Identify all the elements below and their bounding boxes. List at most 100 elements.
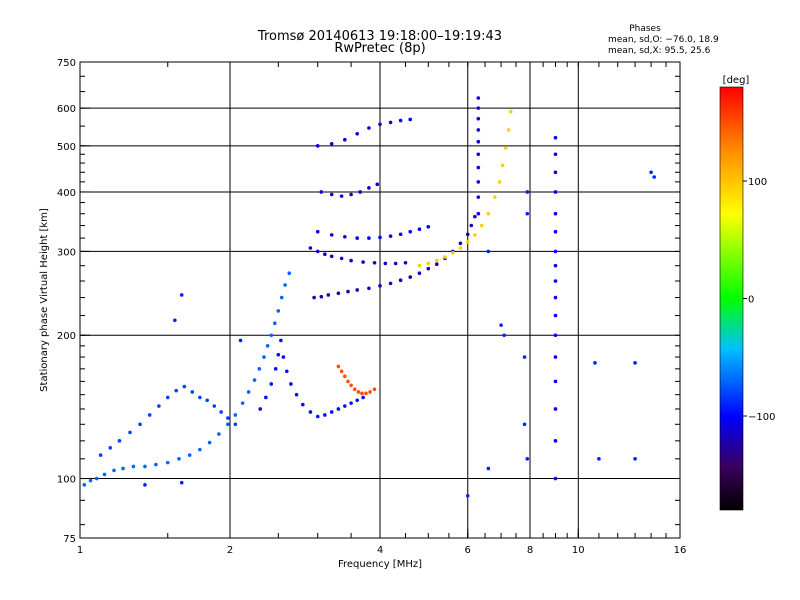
chart-subtitle: RwPretec (8p) xyxy=(334,41,425,56)
point-s11-2 xyxy=(553,407,558,411)
point-s5-6 xyxy=(361,260,365,264)
point-s1-11 xyxy=(198,395,202,400)
y-tick-label: 100 xyxy=(57,475,76,486)
point-s0-20 xyxy=(257,367,262,371)
point-s7-4 xyxy=(451,251,455,255)
point-s0-27 xyxy=(283,283,287,287)
point-s0-25 xyxy=(276,309,281,313)
point-s7-1 xyxy=(426,261,431,266)
x-tick-label: 8 xyxy=(527,545,533,556)
point-s12-0 xyxy=(173,318,177,323)
colorbar-tick-label: −100 xyxy=(748,412,775,423)
point-s1-16 xyxy=(233,422,238,427)
point-s12-3 xyxy=(143,483,147,487)
point-s12-10 xyxy=(486,249,491,254)
point-s12-19 xyxy=(597,457,601,461)
point-s2-14 xyxy=(329,410,334,414)
point-s6-3 xyxy=(355,236,359,240)
y-tick-label: 750 xyxy=(57,58,76,69)
point-s7-2 xyxy=(434,258,439,263)
point-s0-8 xyxy=(154,462,158,467)
point-s0-3 xyxy=(102,472,107,477)
point-s9-3 xyxy=(349,192,353,197)
point-s1-15 xyxy=(226,416,230,420)
point-s11-13 xyxy=(553,190,558,194)
point-s9-2 xyxy=(339,194,344,198)
point-s8-7 xyxy=(398,118,403,123)
point-s3-0 xyxy=(336,364,341,369)
point-s1-8 xyxy=(174,388,179,393)
point-s5-9 xyxy=(393,261,398,266)
point-s2-7 xyxy=(284,369,289,374)
point-s6-7 xyxy=(398,232,403,237)
point-s7-0 xyxy=(417,263,422,268)
point-s1-5 xyxy=(147,413,152,417)
point-s0-28 xyxy=(287,271,292,276)
point-s7-8 xyxy=(479,223,484,228)
point-s4-1 xyxy=(319,294,324,299)
point-s7-10 xyxy=(493,195,497,199)
point-s0-1 xyxy=(88,478,93,483)
point-s8-4 xyxy=(367,126,371,130)
point-s10-8 xyxy=(476,106,481,110)
point-s0-16 xyxy=(233,413,238,417)
point-s10-0 xyxy=(476,211,481,216)
point-s0-13 xyxy=(207,440,212,445)
point-s10-2 xyxy=(476,180,481,184)
point-s0-18 xyxy=(246,390,251,394)
point-s1-3 xyxy=(128,430,132,435)
y-tick-label: 600 xyxy=(57,104,76,115)
point-s6-8 xyxy=(408,229,413,234)
point-s11-15 xyxy=(553,152,558,157)
point-s0-17 xyxy=(240,401,245,405)
point-s12-12 xyxy=(465,493,470,498)
point-s3-3 xyxy=(346,379,350,384)
point-s5-7 xyxy=(372,260,377,265)
point-s11-3 xyxy=(553,379,558,384)
point-s5-10 xyxy=(403,260,408,265)
point-s11-5 xyxy=(553,333,558,338)
point-s0-0 xyxy=(82,483,87,487)
point-s2-17 xyxy=(349,401,353,405)
point-s6-0 xyxy=(315,229,320,234)
point-s2-16 xyxy=(343,404,347,408)
point-s5-8 xyxy=(383,261,388,266)
point-s0-11 xyxy=(187,453,192,457)
x-tick-label: 1 xyxy=(77,545,83,556)
point-s5-4 xyxy=(339,256,344,261)
point-s2-18 xyxy=(355,398,359,403)
point-s2-19 xyxy=(361,395,365,400)
point-s0-7 xyxy=(143,464,147,469)
point-s6-4 xyxy=(367,236,371,240)
point-s12-16 xyxy=(633,457,637,461)
point-s7-3 xyxy=(443,255,447,259)
y-axis-ticks: 75 100 200 300 400 500 600 750 xyxy=(57,58,680,545)
point-s4-7 xyxy=(378,284,382,288)
point-s4-11 xyxy=(417,271,422,276)
point-s0-12 xyxy=(198,447,202,452)
point-s4-19 xyxy=(473,214,477,219)
point-s2-3 xyxy=(273,367,278,371)
point-s0-21 xyxy=(262,355,266,359)
point-s1-14 xyxy=(219,410,223,414)
point-s8-2 xyxy=(343,137,347,142)
point-s3-5 xyxy=(352,387,357,392)
point-s9-6 xyxy=(375,182,380,187)
point-s2-5 xyxy=(279,338,283,343)
point-s2-1 xyxy=(264,395,268,400)
point-s8-3 xyxy=(355,131,359,136)
point-s8-5 xyxy=(378,122,382,127)
point-s7-11 xyxy=(497,180,502,184)
point-s12-20 xyxy=(593,361,597,365)
phase-box-x-line: mean, sd,X: 95.5, 25.6 xyxy=(608,46,711,56)
point-s1-1 xyxy=(108,446,113,450)
point-s1-10 xyxy=(190,390,195,394)
point-s0-2 xyxy=(94,476,99,481)
point-s2-4 xyxy=(276,352,281,357)
point-s1-6 xyxy=(157,404,161,408)
point-s5-1 xyxy=(315,249,320,254)
x-tick-label: 10 xyxy=(572,545,585,556)
point-s12-14 xyxy=(502,333,506,338)
point-s9-0 xyxy=(319,190,324,194)
